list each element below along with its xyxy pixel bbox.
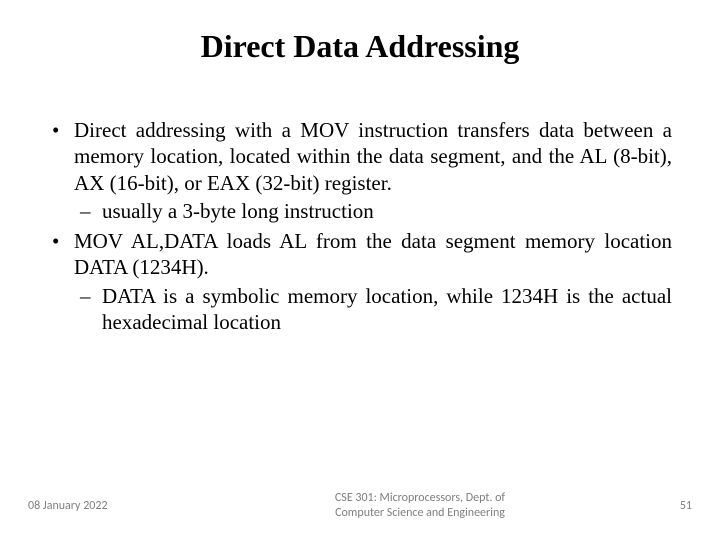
footer-page-number: 51 (632, 499, 692, 513)
footer-date: 08 January 2022 (28, 499, 208, 513)
sub-bullet-item: DATA is a symbolic memory location, whil… (74, 283, 672, 336)
sub-bullet-list: DATA is a symbolic memory location, whil… (74, 283, 672, 336)
slide-title: Direct Data Addressing (48, 28, 672, 65)
slide-body: Direct addressing with a MOV instruction… (48, 117, 672, 335)
bullet-list: Direct addressing with a MOV instruction… (48, 117, 672, 335)
sub-bullet-text: DATA is a symbolic memory location, whil… (102, 284, 672, 334)
bullet-item: Direct addressing with a MOV instruction… (48, 117, 672, 224)
footer-center-line1: CSE 301: Microprocessors, Dept. of (335, 491, 505, 505)
footer-center-line2: Computer Science and Engineering (335, 506, 505, 520)
footer-center: CSE 301: Microprocessors, Dept. of Compu… (208, 491, 632, 520)
sub-bullet-item: usually a 3-byte long instruction (74, 198, 672, 224)
bullet-item: MOV AL,DATA loads AL from the data segme… (48, 228, 672, 335)
slide-footer: 08 January 2022 CSE 301: Microprocessors… (0, 491, 720, 520)
sub-bullet-list: usually a 3-byte long instruction (74, 198, 672, 224)
slide: Direct Data Addressing Direct addressing… (0, 0, 720, 540)
bullet-text: Direct addressing with a MOV instruction… (74, 118, 672, 195)
sub-bullet-text: usually a 3-byte long instruction (102, 199, 374, 223)
bullet-text: MOV AL,DATA loads AL from the data segme… (74, 229, 672, 279)
